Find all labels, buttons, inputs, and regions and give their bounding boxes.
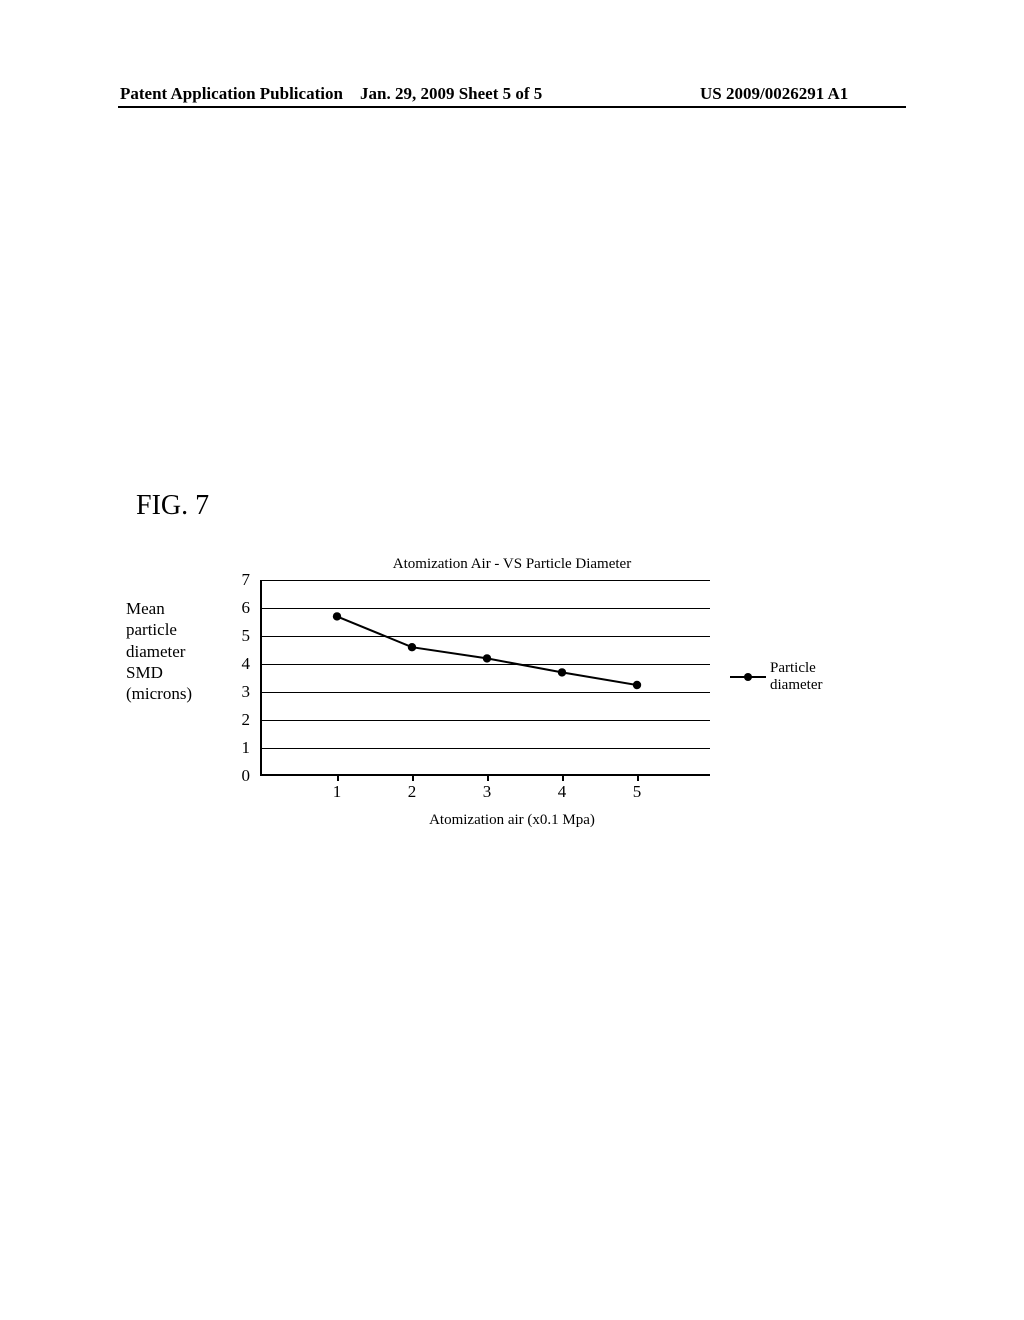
legend-label: Particlediameter: [770, 660, 822, 693]
data-point: [558, 668, 566, 676]
series-line: [337, 616, 637, 685]
y-axis-label-line: Mean: [126, 598, 192, 619]
data-point: [408, 643, 416, 651]
data-point: [633, 681, 641, 689]
y-axis-label-line: diameter: [126, 641, 192, 662]
y-tick-label: 7: [242, 570, 251, 590]
legend: Particlediameter: [730, 660, 822, 693]
x-tick-label: 4: [558, 782, 567, 802]
x-axis-label: Atomization air (x0.1 Mpa): [0, 812, 1024, 829]
y-tick-label: 2: [242, 710, 251, 730]
plot-area: 0123456712345: [260, 580, 710, 776]
legend-marker-icon: [730, 676, 766, 678]
header-pub-number: US 2009/0026291 A1: [700, 84, 848, 104]
data-point: [483, 654, 491, 662]
x-tick-label: 3: [483, 782, 492, 802]
header-left: Patent Application Publication: [120, 84, 343, 104]
x-tick-label: 2: [408, 782, 417, 802]
y-tick-label: 1: [242, 738, 251, 758]
x-tick-label: 5: [633, 782, 642, 802]
y-axis-label-line: particle: [126, 619, 192, 640]
chart-title: Atomization Air - VS Particle Diameter: [0, 556, 1024, 573]
y-tick-label: 4: [242, 654, 251, 674]
y-axis-label: Mean particle diameter SMD (microns): [126, 598, 192, 704]
header-mid: Jan. 29, 2009 Sheet 5 of 5: [360, 84, 542, 104]
figure-label: FIG. 7: [136, 490, 209, 522]
legend-label-text: Particlediameter: [770, 660, 822, 693]
x-tick-label: 1: [333, 782, 342, 802]
data-point: [333, 612, 341, 620]
header-rule: [118, 106, 906, 108]
y-tick-label: 3: [242, 682, 251, 702]
y-tick-label: 0: [242, 766, 251, 786]
y-tick-label: 6: [242, 598, 251, 618]
y-tick-label: 5: [242, 626, 251, 646]
y-axis-label-line: SMD: [126, 662, 192, 683]
y-axis-label-line: (microns): [126, 683, 192, 704]
data-series: [262, 580, 712, 776]
